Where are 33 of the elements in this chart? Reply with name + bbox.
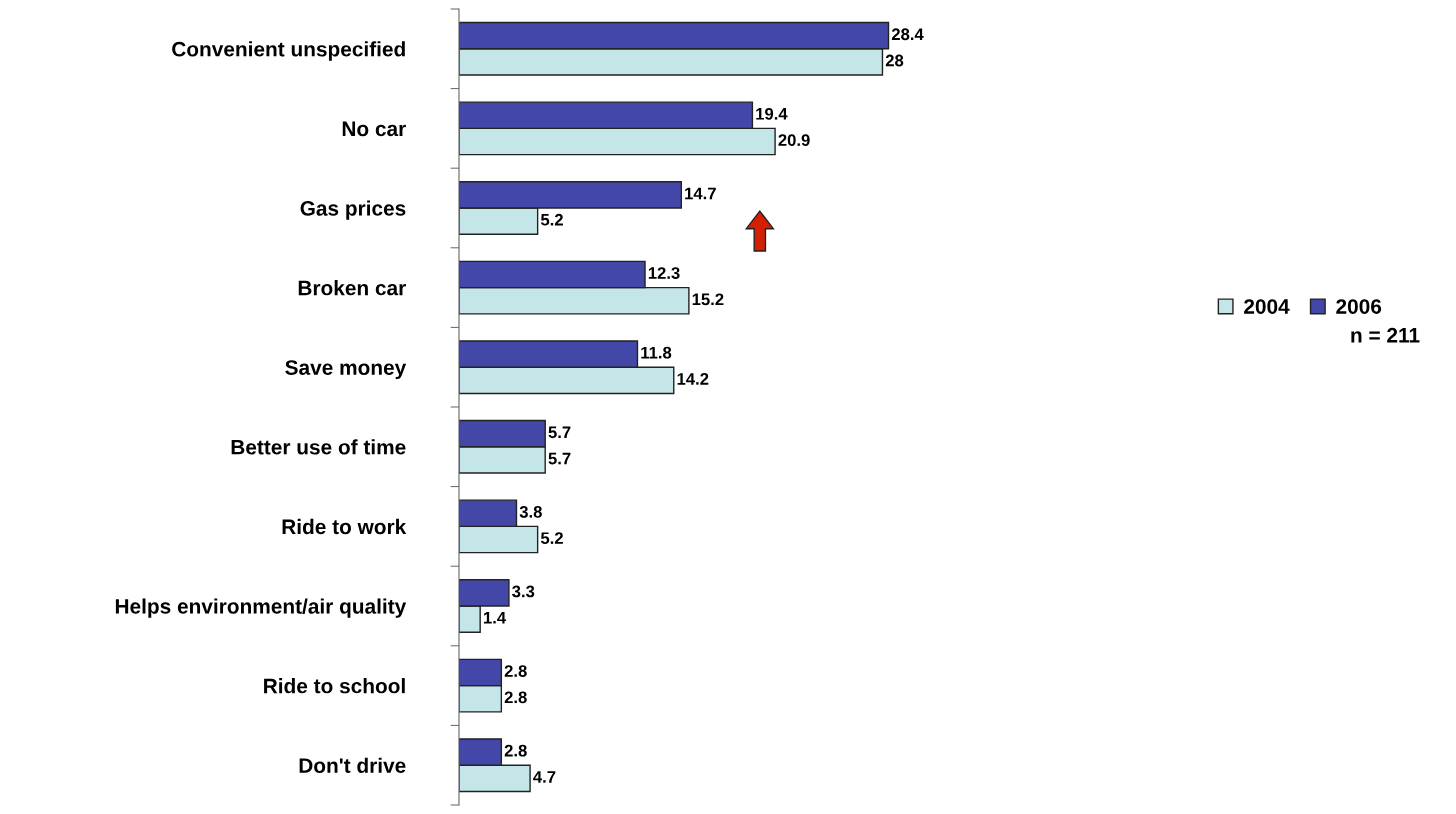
y-tick-label: Convenient unspecified bbox=[172, 41, 405, 61]
data-label: 2.8 bbox=[504, 744, 527, 757]
data-label: 12.3 bbox=[648, 267, 680, 279]
data-label: 5.2 bbox=[540, 213, 563, 226]
y-tick-label: No car bbox=[342, 121, 406, 137]
data-label: 1.4 bbox=[484, 611, 507, 624]
text: n = 211 bbox=[1351, 327, 1420, 343]
data-label: 4.7 bbox=[533, 771, 556, 783]
y-tick-label: Gas prices bbox=[300, 200, 406, 220]
data-label: 5.7 bbox=[548, 452, 571, 465]
data-label: 19.4 bbox=[756, 107, 788, 120]
y-tick-label: Don't drive bbox=[299, 757, 406, 773]
data-label: 3.3 bbox=[512, 585, 535, 598]
y-tick-label: Ride to school bbox=[264, 678, 405, 694]
data-label: 28.4 bbox=[891, 28, 924, 41]
data-label: 2.8 bbox=[504, 691, 527, 704]
data-label: 5.2 bbox=[540, 532, 563, 545]
y-tick-label: Save money bbox=[285, 360, 407, 380]
data-label: 5.7 bbox=[548, 426, 571, 439]
y-tick-label: Ride to work bbox=[282, 518, 407, 535]
data-label: 15.2 bbox=[692, 293, 724, 306]
data-label: 11.8 bbox=[641, 346, 672, 359]
y-tick-label: Better use of time bbox=[231, 439, 406, 455]
legend-label: 2004 bbox=[1244, 299, 1290, 314]
y-tick-label: Broken car bbox=[298, 280, 406, 296]
y-tick-label: Helps environment/air quality bbox=[115, 598, 407, 618]
data-label: 28 bbox=[885, 54, 904, 67]
data-label: 2.8 bbox=[504, 665, 527, 677]
data-label: 14.2 bbox=[677, 373, 709, 385]
data-label: 20.9 bbox=[778, 134, 810, 147]
data-label: 3.8 bbox=[519, 505, 542, 518]
data-label: 14.7 bbox=[685, 187, 716, 200]
legend-label: 2006 bbox=[1336, 299, 1382, 314]
